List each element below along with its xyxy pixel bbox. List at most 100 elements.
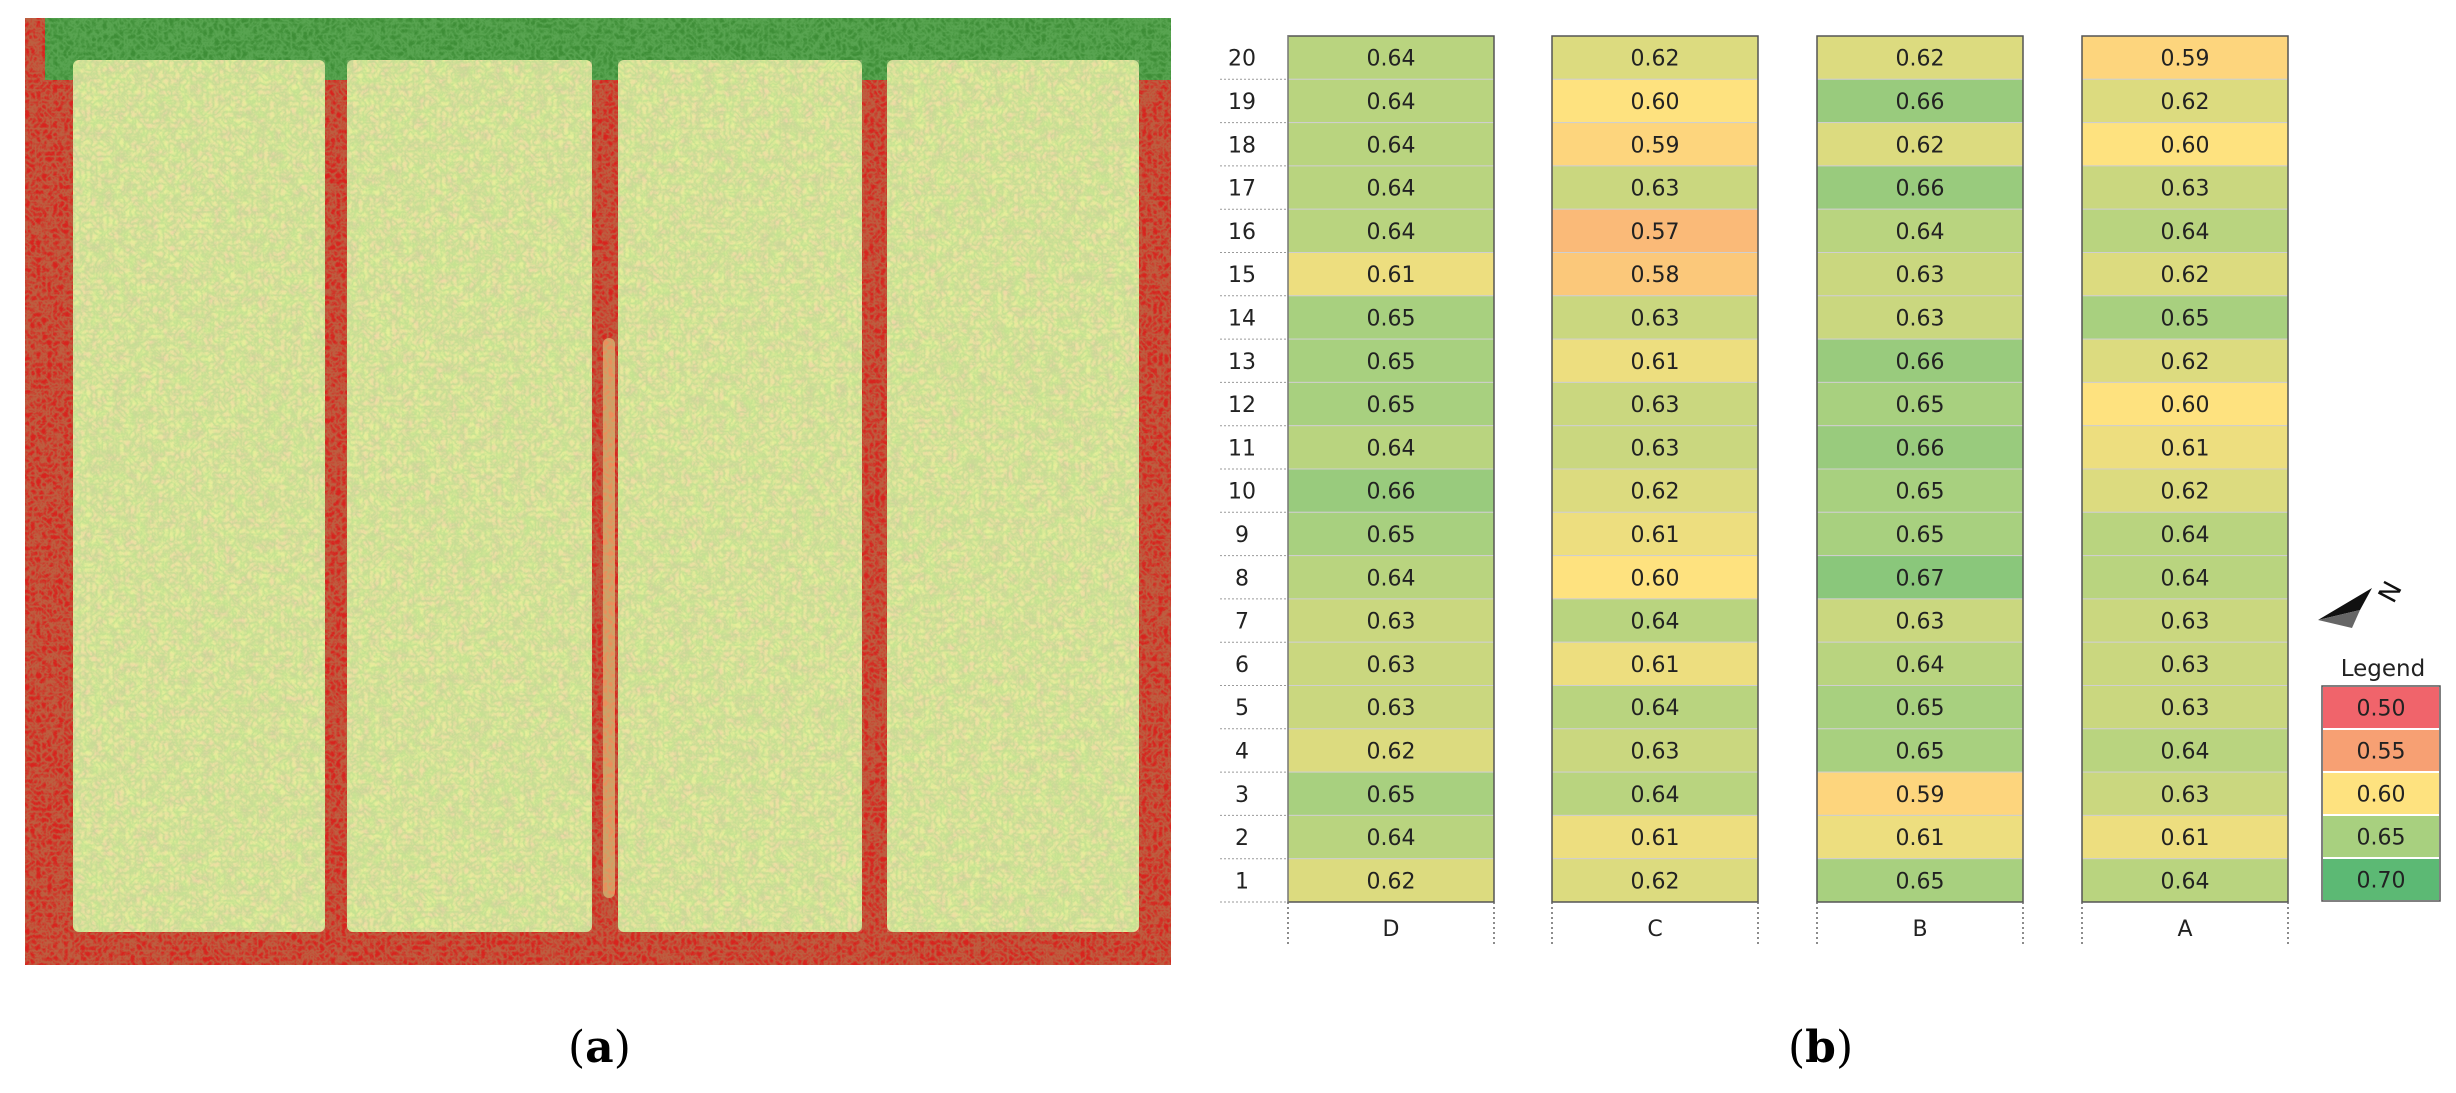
cell-value: 0.65 bbox=[1896, 523, 1945, 548]
cell-value: 0.63 bbox=[1367, 653, 1416, 678]
heatmap-cell bbox=[1287, 771, 1495, 816]
cell-value: 0.64 bbox=[2161, 869, 2210, 894]
cell-value: 0.64 bbox=[1367, 220, 1416, 245]
legend-label: 0.70 bbox=[2357, 869, 2406, 894]
legend: Legend 0.50 0.55 0.60 0.65 0.70 bbox=[2321, 656, 2441, 902]
heatmap-cell bbox=[1551, 35, 1759, 80]
legend-title: Legend bbox=[2341, 656, 2426, 682]
caption-a: (a) bbox=[568, 1022, 631, 1073]
row-label: 18 bbox=[1228, 133, 1256, 158]
row-label: 14 bbox=[1228, 306, 1256, 331]
heatmap-cell bbox=[1551, 208, 1759, 253]
heatmap-cell bbox=[1816, 814, 2024, 860]
cell-value: 0.63 bbox=[1631, 306, 1680, 331]
cell-value: 0.64 bbox=[1367, 826, 1416, 851]
row-label: 3 bbox=[1235, 783, 1249, 808]
cell-value: 0.60 bbox=[2161, 393, 2210, 418]
cell-value: 0.64 bbox=[1631, 696, 1680, 721]
heatmap-cell bbox=[1551, 78, 1759, 124]
legend-label: 0.55 bbox=[2357, 740, 2406, 765]
cell-value: 0.63 bbox=[1631, 393, 1680, 418]
row-label: 4 bbox=[1235, 739, 1249, 764]
map-field-texture bbox=[618, 60, 862, 932]
heatmap-cell bbox=[1816, 641, 2024, 687]
heatmap-cell bbox=[2081, 468, 2289, 513]
cell-value: 0.67 bbox=[1896, 566, 1945, 591]
cell-value: 0.62 bbox=[1631, 480, 1680, 505]
row-label: 12 bbox=[1228, 393, 1256, 418]
cell-value: 0.63 bbox=[1367, 696, 1416, 721]
north-label: N bbox=[2373, 577, 2409, 608]
cell-value: 0.64 bbox=[1631, 783, 1680, 808]
row-label: 7 bbox=[1235, 610, 1249, 635]
cell-value: 0.59 bbox=[2161, 47, 2210, 72]
cell-value: 0.63 bbox=[1896, 610, 1945, 635]
heatmap-cell bbox=[2081, 771, 2289, 816]
heatmap-cell bbox=[1287, 468, 1495, 513]
cell-value: 0.65 bbox=[1896, 739, 1945, 764]
cell-value: 0.62 bbox=[2161, 263, 2210, 288]
cell-value: 0.65 bbox=[1896, 869, 1945, 894]
column-frame bbox=[2081, 35, 2289, 903]
column-label: A bbox=[2177, 917, 2192, 942]
cell-value: 0.64 bbox=[1367, 133, 1416, 158]
cell-value: 0.65 bbox=[1367, 523, 1416, 548]
cell-value: 0.61 bbox=[1631, 523, 1680, 548]
heatmap-cell bbox=[1287, 685, 1495, 730]
cell-value: 0.61 bbox=[2161, 436, 2210, 461]
cell-value: 0.61 bbox=[2161, 826, 2210, 851]
cell-value: 0.63 bbox=[2161, 783, 2210, 808]
cell-value: 0.62 bbox=[1367, 739, 1416, 764]
column-frame bbox=[1816, 35, 2024, 903]
cell-value: 0.65 bbox=[1367, 306, 1416, 331]
cell-value: 0.64 bbox=[1896, 220, 1945, 245]
row-label: 13 bbox=[1228, 350, 1256, 375]
heatmap-cell bbox=[1287, 338, 1495, 383]
legend-label: 0.50 bbox=[2357, 697, 2406, 722]
cell-value: 0.64 bbox=[1367, 566, 1416, 591]
heatmap-cell bbox=[1287, 598, 1495, 643]
map-field-texture bbox=[887, 60, 1139, 932]
cell-value: 0.66 bbox=[1367, 480, 1416, 505]
cell-value: 0.60 bbox=[1631, 90, 1680, 115]
cell-value: 0.64 bbox=[1367, 90, 1416, 115]
heatmap-cell bbox=[1287, 252, 1495, 297]
legend-swatch bbox=[2321, 771, 2441, 816]
cell-value: 0.64 bbox=[1367, 47, 1416, 72]
heatmap-cell bbox=[1287, 641, 1495, 687]
heatmap-cell bbox=[1816, 78, 2024, 124]
row-label: 11 bbox=[1228, 436, 1256, 461]
cell-value: 0.63 bbox=[1896, 306, 1945, 331]
cell-value: 0.64 bbox=[2161, 220, 2210, 245]
cell-value: 0.59 bbox=[1631, 133, 1680, 158]
cell-value: 0.65 bbox=[1896, 696, 1945, 721]
cell-value: 0.64 bbox=[1367, 436, 1416, 461]
row-label: 1 bbox=[1235, 869, 1249, 894]
heatmap-cell bbox=[1551, 338, 1759, 383]
heatmap-cell bbox=[1816, 165, 2024, 210]
cell-value: 0.65 bbox=[1367, 393, 1416, 418]
cell-value: 0.66 bbox=[1896, 177, 1945, 202]
map-alley-highlight bbox=[603, 338, 615, 898]
cell-value: 0.63 bbox=[1896, 263, 1945, 288]
map-field-texture bbox=[73, 60, 325, 932]
cell-value: 0.62 bbox=[2161, 480, 2210, 505]
heatmap-cell bbox=[1816, 468, 2024, 513]
cell-value: 0.65 bbox=[1896, 393, 1945, 418]
heatmap-cell bbox=[1551, 381, 1759, 427]
plot-value-grid: 20 19 18 17 16 15 14 13 12 11 10 9 8 7 6 5 4 3 2 1 0.64 0.64 0… bbox=[1220, 35, 2441, 946]
heatmap-cell bbox=[1551, 858, 1759, 903]
cell-value: 0.64 bbox=[1896, 653, 1945, 678]
row-label: 5 bbox=[1235, 696, 1249, 721]
cell-value: 0.65 bbox=[2161, 306, 2210, 331]
cell-value: 0.61 bbox=[1367, 263, 1416, 288]
heatmap-cell bbox=[1816, 728, 2024, 773]
row-label: 2 bbox=[1235, 826, 1249, 851]
column-label: C bbox=[1647, 917, 1662, 942]
cell-value: 0.63 bbox=[1367, 610, 1416, 635]
cell-value: 0.64 bbox=[2161, 566, 2210, 591]
cell-value: 0.64 bbox=[1631, 610, 1680, 635]
cell-value: 0.63 bbox=[1631, 177, 1680, 202]
heatmap-cell bbox=[1287, 555, 1495, 600]
legend-label: 0.60 bbox=[2357, 783, 2406, 808]
